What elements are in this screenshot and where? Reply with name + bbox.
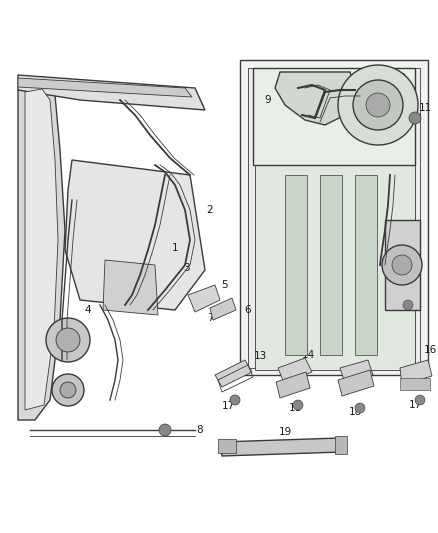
Bar: [400, 378, 430, 390]
Bar: [320, 175, 342, 355]
Polygon shape: [103, 260, 158, 315]
Polygon shape: [18, 78, 192, 97]
Text: 19: 19: [279, 427, 292, 437]
Circle shape: [293, 400, 303, 410]
Text: 11: 11: [418, 103, 431, 113]
Circle shape: [355, 403, 365, 413]
Polygon shape: [278, 358, 312, 383]
Text: 1: 1: [172, 243, 178, 253]
Text: 14: 14: [301, 350, 314, 360]
Circle shape: [338, 65, 418, 145]
Polygon shape: [220, 438, 342, 456]
Text: 2: 2: [207, 205, 213, 215]
Text: 5: 5: [222, 280, 228, 290]
Text: 7: 7: [207, 313, 213, 323]
Circle shape: [159, 424, 171, 436]
Text: 18: 18: [288, 403, 302, 413]
Polygon shape: [255, 165, 415, 370]
Text: 8: 8: [197, 425, 203, 435]
Bar: [285, 175, 307, 355]
Circle shape: [403, 300, 413, 310]
Text: 17: 17: [408, 400, 422, 410]
Circle shape: [353, 80, 403, 130]
Text: 17: 17: [221, 401, 235, 411]
Polygon shape: [188, 285, 220, 312]
Polygon shape: [25, 89, 58, 410]
Bar: [355, 175, 377, 355]
Circle shape: [52, 374, 84, 406]
Circle shape: [56, 328, 80, 352]
Polygon shape: [18, 75, 205, 110]
Circle shape: [366, 93, 390, 117]
Bar: [218, 439, 236, 453]
Circle shape: [46, 318, 90, 362]
Polygon shape: [65, 160, 205, 310]
Polygon shape: [248, 68, 420, 368]
Circle shape: [392, 255, 412, 275]
Polygon shape: [276, 372, 310, 398]
Text: 9: 9: [265, 95, 271, 105]
Text: 16: 16: [424, 345, 437, 355]
Polygon shape: [338, 370, 374, 396]
Polygon shape: [275, 72, 355, 125]
Bar: [385, 220, 420, 310]
Polygon shape: [18, 86, 65, 420]
Polygon shape: [240, 60, 428, 375]
Text: 12: 12: [408, 255, 422, 265]
Text: 13: 13: [253, 351, 267, 361]
Text: 3: 3: [183, 263, 189, 273]
Text: 15: 15: [361, 345, 374, 355]
Text: 6: 6: [245, 305, 251, 315]
Polygon shape: [210, 298, 236, 320]
Text: 18: 18: [348, 407, 362, 417]
Polygon shape: [215, 360, 252, 387]
Text: 4: 4: [85, 305, 91, 315]
Circle shape: [415, 395, 425, 405]
Circle shape: [409, 112, 421, 124]
Circle shape: [60, 382, 76, 398]
Text: 10: 10: [393, 73, 406, 83]
Bar: [335, 436, 347, 454]
Polygon shape: [253, 68, 415, 165]
Circle shape: [230, 395, 240, 405]
Circle shape: [382, 245, 422, 285]
Polygon shape: [340, 360, 373, 383]
Polygon shape: [400, 360, 432, 385]
